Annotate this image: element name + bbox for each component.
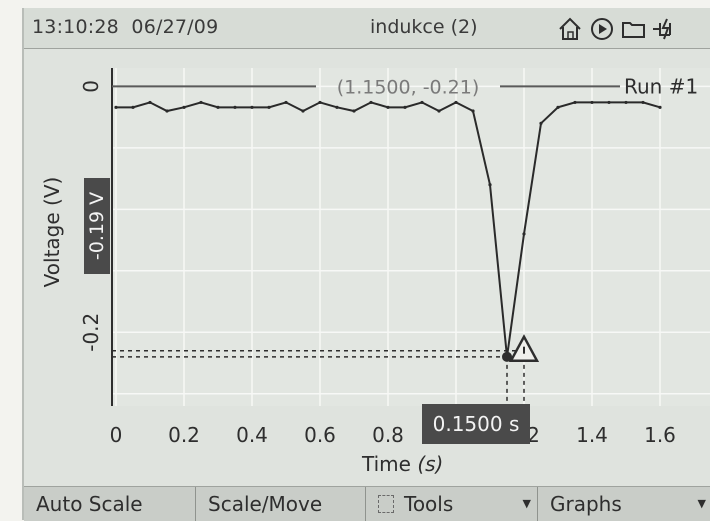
tools-caret-icon: ▼ <box>522 497 531 510</box>
y-axis-label: Voltage (V) <box>40 176 64 288</box>
x-tick-label: 0.2 <box>168 423 200 447</box>
x-tick-label: 0.8 <box>372 423 404 447</box>
cursor-point <box>502 351 512 362</box>
data-point <box>437 109 441 113</box>
plot-area <box>112 68 710 406</box>
data-point <box>131 105 135 109</box>
data-point <box>386 105 390 109</box>
data-point <box>352 109 356 113</box>
voltage-time-chart[interactable]: 00.20.40.60.81.01.21.41.60-0.2 (1.1500, … <box>24 8 710 486</box>
home-icon[interactable] <box>556 15 584 43</box>
scale-move-label: Scale/Move <box>208 492 323 516</box>
bottom-toolbar: Auto Scale Scale/Move Tools ▼ Graphs ▼ <box>24 486 710 521</box>
data-point <box>454 100 458 105</box>
data-point <box>284 100 288 105</box>
auto-scale-button[interactable]: Auto Scale <box>24 487 196 521</box>
graphs-menu[interactable]: Graphs ▼ <box>538 487 710 521</box>
data-point <box>471 109 475 113</box>
x-axis-label-text: Time <box>362 452 411 476</box>
data-point <box>301 109 305 113</box>
date-value: 06/27/09 <box>131 16 219 38</box>
x-tick-label: 0.6 <box>304 423 336 447</box>
y-tick-label: 0 <box>79 80 103 93</box>
data-point <box>590 100 594 105</box>
data-point <box>216 105 220 109</box>
data-point <box>420 100 424 105</box>
tools-menu[interactable]: Tools ▼ <box>366 487 538 521</box>
experiment-title: indukce (2) <box>370 16 478 38</box>
y-tick-label: -0.2 <box>79 313 103 352</box>
data-point <box>267 105 271 109</box>
data-point <box>250 105 254 109</box>
scale-move-button[interactable]: Scale/Move <box>196 487 366 521</box>
x-tick-label: 1.4 <box>576 423 608 447</box>
data-point <box>556 105 560 109</box>
screen: 13:10:28 06/27/09 indukce (2) <box>22 8 710 521</box>
data-point <box>335 105 339 109</box>
time-value: 13:10:28 <box>32 16 119 38</box>
x-tick-label: 0 <box>110 423 123 447</box>
data-point <box>148 100 152 105</box>
graphs-label: Graphs <box>550 492 622 516</box>
data-point <box>573 100 577 105</box>
tools-icon <box>378 495 394 513</box>
data-point <box>403 105 407 109</box>
x-axis-label: Time (s) <box>362 452 443 476</box>
x-tick-label: 0.4 <box>236 423 268 447</box>
data-point <box>488 183 492 187</box>
data-point <box>165 109 169 113</box>
data-point <box>369 100 373 105</box>
data-point <box>624 100 628 105</box>
graphs-caret-icon: ▼ <box>697 497 706 510</box>
data-point <box>318 100 322 105</box>
data-point <box>114 105 118 109</box>
cursor-label: (1.1500, -0.21) <box>337 76 480 98</box>
status-bar: 13:10:28 06/27/09 indukce (2) <box>24 8 710 49</box>
x-axis-unit: (s) <box>417 452 444 476</box>
y-readout: -0.19 V <box>84 178 110 274</box>
data-point <box>233 105 237 109</box>
folder-icon[interactable] <box>620 15 648 43</box>
data-point <box>658 105 662 109</box>
tools-label: Tools <box>404 492 454 516</box>
play-icon[interactable] <box>588 15 616 43</box>
data-point <box>539 121 543 125</box>
x-readout: 0.1500 s <box>422 404 530 444</box>
auto-scale-label: Auto Scale <box>36 492 143 516</box>
data-point <box>641 100 645 105</box>
legend-run-label: Run #1 <box>624 74 698 98</box>
status-time: 13:10:28 06/27/09 <box>32 16 218 38</box>
data-point <box>522 232 526 236</box>
data-point <box>199 100 203 105</box>
status-icons <box>556 15 710 43</box>
y-readout-value: -0.19 V <box>86 191 108 261</box>
power-icon[interactable] <box>650 15 678 43</box>
data-point <box>607 100 611 105</box>
x-tick-label: 1.6 <box>644 423 676 447</box>
data-point <box>182 105 186 109</box>
